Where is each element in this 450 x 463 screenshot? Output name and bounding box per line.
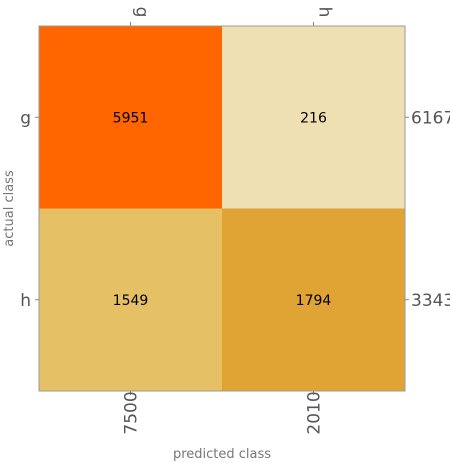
column-total: 7500 xyxy=(122,391,142,434)
cell-h-h xyxy=(222,208,405,391)
cell-g-g xyxy=(39,26,222,209)
column-label-top: g xyxy=(132,7,152,18)
column-total: 2010 xyxy=(305,391,325,434)
cell-g-h xyxy=(222,26,405,209)
cell-value-h-g: 1549 xyxy=(113,293,149,309)
column-label-top: h xyxy=(315,7,335,18)
row-total: 3343 xyxy=(411,291,450,311)
plot-frame xyxy=(38,25,406,392)
cell-h-g xyxy=(39,208,222,391)
cell-value-h-h: 1794 xyxy=(296,293,332,309)
matrix-cells xyxy=(39,26,405,391)
cell-value-g-h: 216 xyxy=(300,110,327,126)
row-total: 6167 xyxy=(411,108,450,128)
row-label: g xyxy=(20,108,31,128)
y-axis-title: actual class xyxy=(2,170,17,247)
cell-value-g-g: 5951 xyxy=(113,110,149,126)
x-axis-title: predicted class xyxy=(173,447,271,462)
row-label: h xyxy=(20,291,31,311)
matrix-labels: 5951 216 1549 1794 g h g h 6167 3343 7500 2010 predi… xyxy=(2,7,450,462)
